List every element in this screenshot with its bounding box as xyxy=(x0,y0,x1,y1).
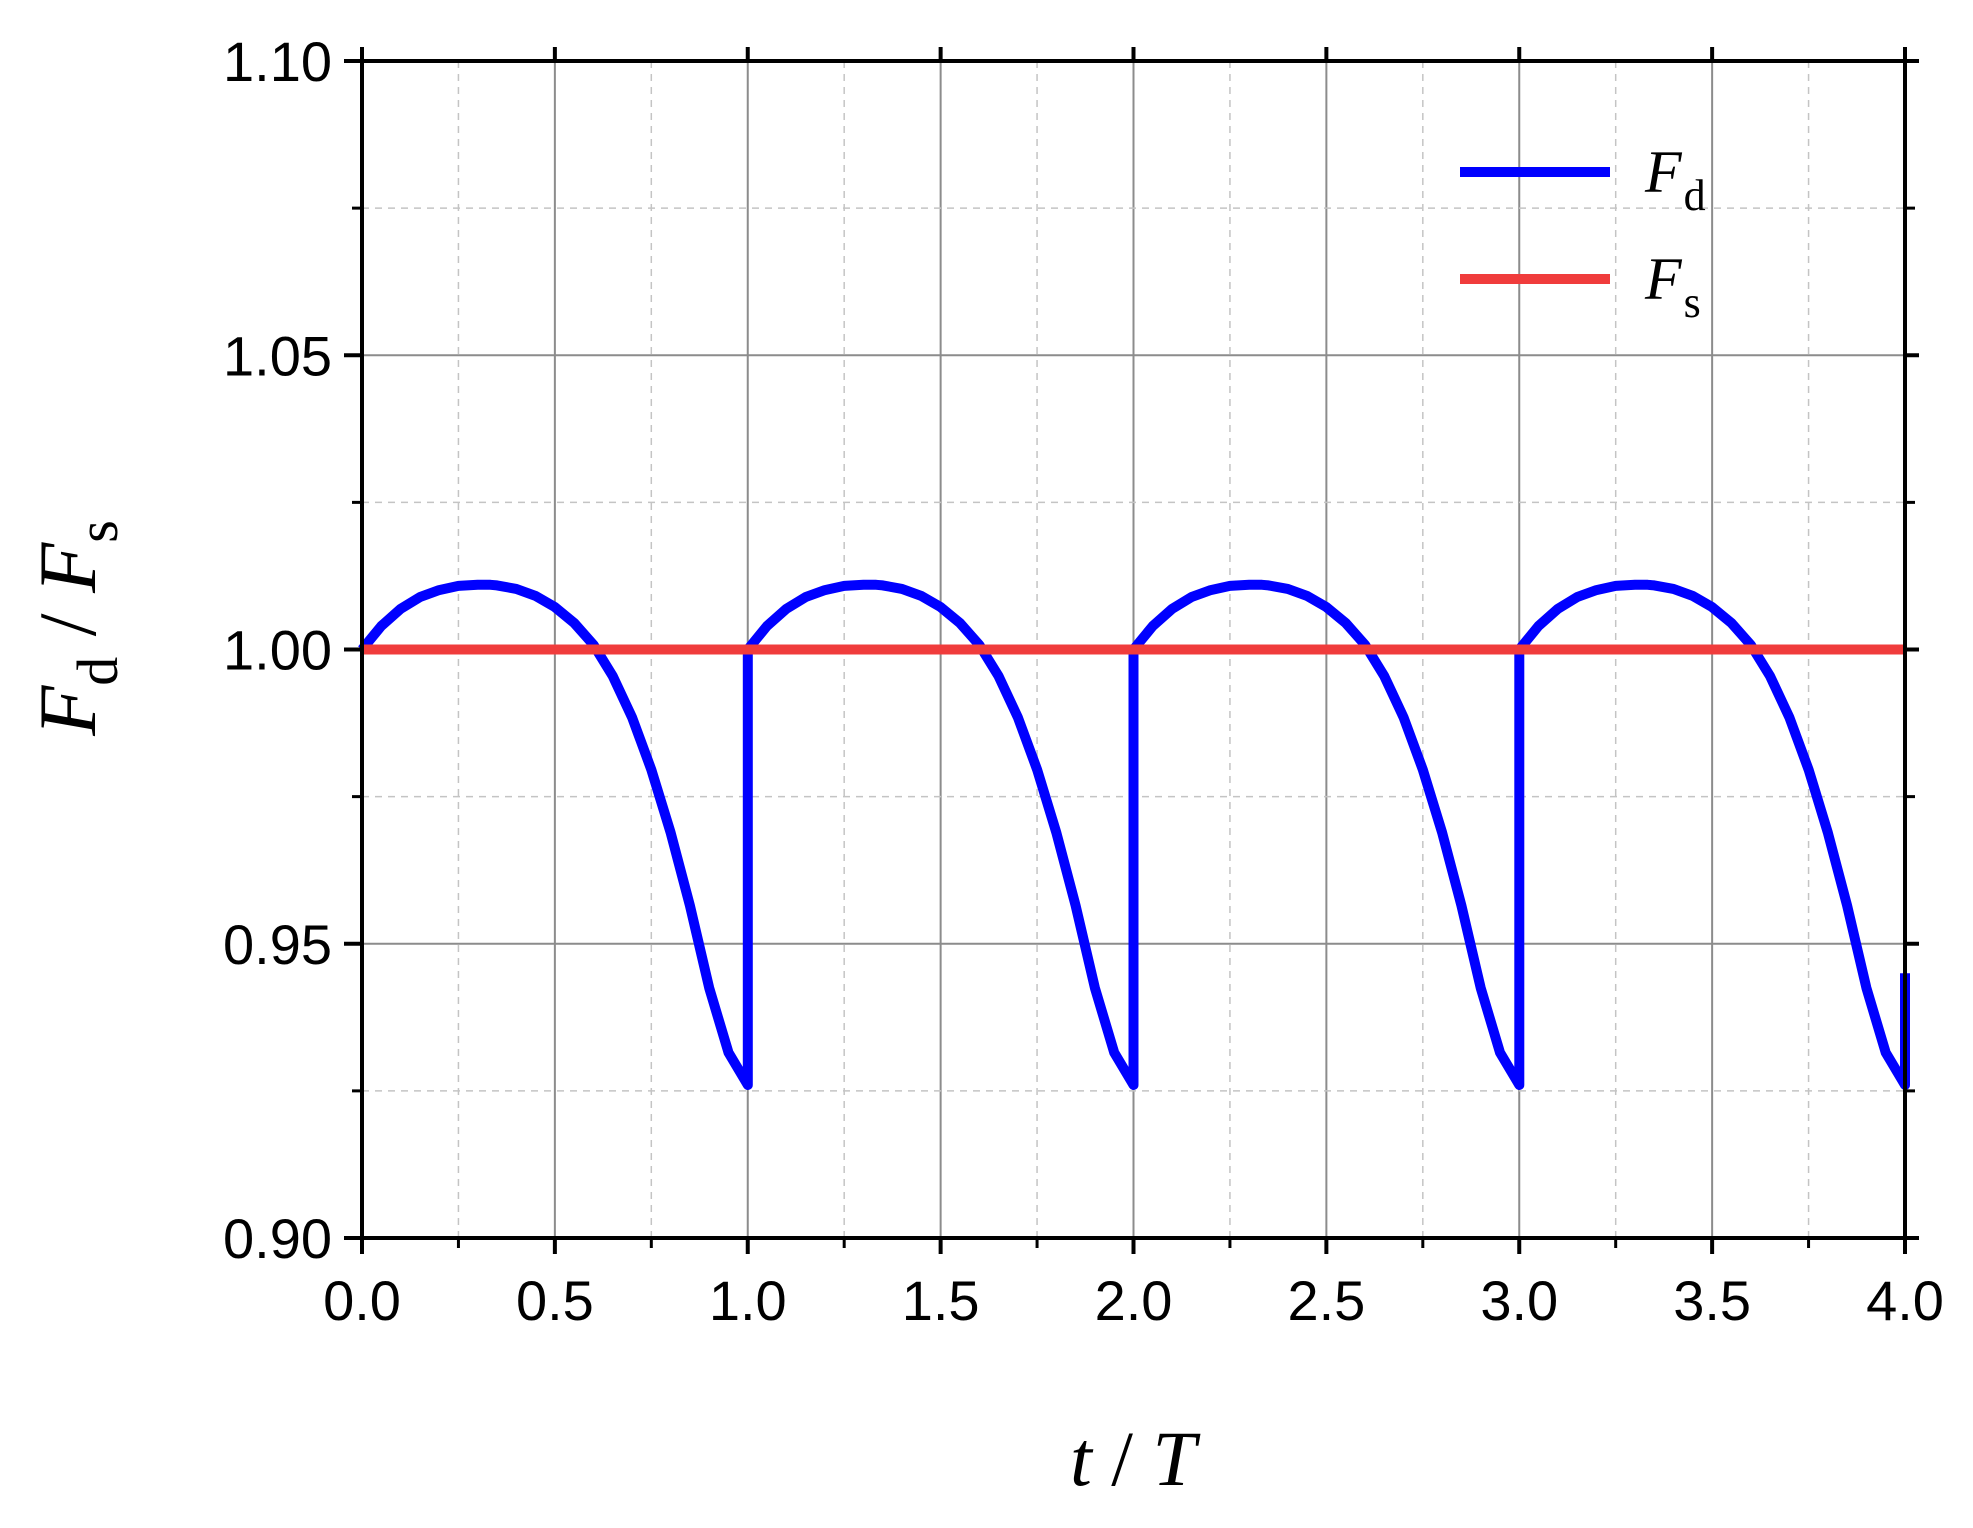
tick-labels: 0.0 0.5 1.0 1.5 2.0 2.5 3.0 3.5 4.0 0.90 0.95 1.00 1… xyxy=(223,30,1944,1332)
legend-label-fd: Fd xyxy=(1644,139,1706,220)
x-tick-label: 4.0 xyxy=(1866,1269,1944,1332)
y-tick-label: 0.90 xyxy=(223,1207,332,1270)
x-tick-label: 1.0 xyxy=(709,1269,787,1332)
y-tick-label: 1.00 xyxy=(223,619,332,682)
legend: Fd Fs xyxy=(1460,139,1706,327)
x-axis-title: t / T xyxy=(1070,1415,1200,1502)
x-tick-label: 0.5 xyxy=(516,1269,594,1332)
y-tick-label: 1.10 xyxy=(223,30,332,93)
x-tick-label: 0.0 xyxy=(323,1269,401,1332)
x-tick-label: 1.5 xyxy=(902,1269,980,1332)
series-line-f-d xyxy=(358,579,1910,1090)
series-layer xyxy=(358,579,1910,1090)
y-tick-label: 1.05 xyxy=(223,324,332,387)
x-tick-label: 3.0 xyxy=(1480,1269,1558,1332)
y-tick-label: 0.95 xyxy=(223,913,332,976)
y-axis-title: Fd / Fs xyxy=(22,520,130,737)
axes-layer xyxy=(344,47,1919,1254)
x-tick-label: 2.5 xyxy=(1287,1269,1365,1332)
x-tick-label: 2.0 xyxy=(1095,1269,1173,1332)
x-tick-label: 3.5 xyxy=(1673,1269,1751,1332)
legend-label-fs: Fs xyxy=(1644,246,1701,327)
